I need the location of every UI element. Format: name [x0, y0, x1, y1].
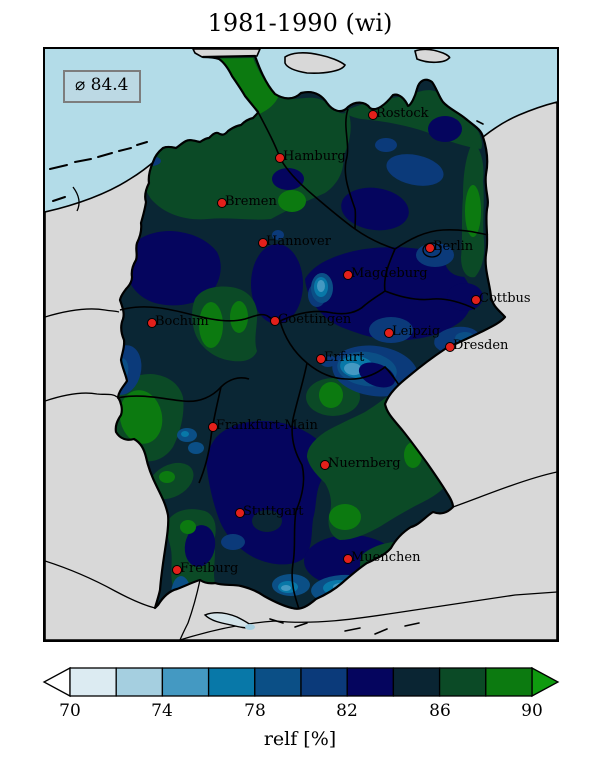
city-marker-erfurt	[316, 354, 326, 364]
city-marker-hamburg	[275, 153, 285, 163]
city-label: Stuttgart	[243, 504, 304, 519]
city-marker-cottbus	[471, 295, 481, 305]
city-label: Bochum	[155, 314, 209, 329]
figure-title: 1981-1990 (wi)	[207, 9, 393, 37]
city-marker-freiburg	[172, 565, 182, 575]
city-marker-stuttgart	[235, 508, 245, 518]
colorbar-segment	[392, 667, 441, 697]
colorbar-under-arrow	[42, 666, 71, 698]
colorbar-segment	[115, 667, 164, 697]
city-marker-leipzig	[384, 328, 394, 338]
city-marker-hannover	[258, 238, 268, 248]
city-label: Berlin	[433, 239, 474, 254]
germany-map	[45, 49, 557, 640]
city-label: Cottbus	[479, 291, 531, 306]
city-label: Magdeburg	[351, 266, 428, 281]
danish-island	[414, 49, 451, 64]
city-label: Leipzig	[392, 324, 441, 339]
colorbar-segment	[346, 667, 395, 697]
city-label: Erfurt	[324, 350, 365, 365]
colorbar-tick-82: 82	[336, 701, 358, 721]
map-frame: ⌀ 84.4 Rostock Hamburg Bremen Hannover B…	[43, 47, 559, 642]
city-marker-nuernberg	[320, 460, 330, 470]
city-label: Dresden	[453, 338, 509, 353]
colorbar-label: relf [%]	[263, 728, 337, 750]
colorbar-tick-86: 86	[429, 701, 451, 721]
colorbar-segment	[485, 667, 533, 697]
city-marker-frankfurt-main	[208, 422, 218, 432]
city-label: Freiburg	[180, 561, 239, 576]
colorbar-segment	[300, 667, 348, 697]
colorbar-tick-90: 90	[521, 701, 543, 721]
colorbar-segment	[207, 667, 256, 697]
colorbar-tick-74: 74	[151, 701, 173, 721]
city-marker-rostock	[368, 110, 378, 120]
danish-island	[284, 52, 347, 74]
colorbar-segment	[69, 667, 117, 697]
ijsselmeer	[72, 186, 80, 212]
city-marker-muenchen	[343, 554, 353, 564]
city-marker-goettingen	[270, 316, 280, 326]
germany-outline	[114, 54, 507, 610]
alps-marks	[269, 120, 484, 635]
frisian-islands	[49, 141, 148, 202]
city-label: Hamburg	[283, 149, 346, 164]
city-label: Hannover	[266, 234, 331, 249]
colorbar-segment	[438, 667, 487, 697]
city-marker-bochum	[147, 318, 157, 328]
city-marker-bremen	[217, 198, 227, 208]
colorbar-segment	[161, 667, 210, 697]
city-marker-berlin	[425, 243, 435, 253]
colorbar-tick-78: 78	[244, 701, 266, 721]
colorbar-over-arrow	[531, 666, 560, 698]
city-label: Frankfurt-Main	[216, 418, 318, 433]
colorbar-segment	[254, 667, 302, 697]
neighbor-borders	[45, 308, 557, 640]
average-badge: ⌀ 84.4	[63, 70, 141, 103]
colorbar-tick-70: 70	[59, 701, 81, 721]
lake-blue	[245, 624, 255, 630]
city-label: Goettingen	[278, 312, 352, 327]
city-label: Nuernberg	[328, 456, 401, 471]
city-label: Rostock	[376, 106, 429, 121]
city-marker-magdeburg	[343, 270, 353, 280]
city-marker-dresden	[445, 342, 455, 352]
city-label: Bremen	[225, 194, 277, 209]
colorbar	[42, 666, 560, 698]
city-label: Muenchen	[351, 550, 421, 565]
